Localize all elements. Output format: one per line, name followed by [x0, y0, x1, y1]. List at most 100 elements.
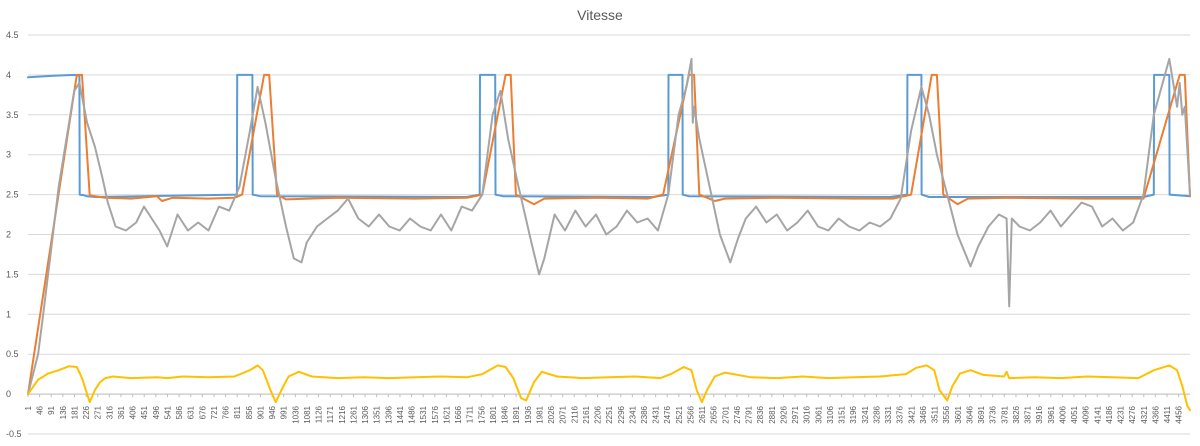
x-tick-label: 3016 [803, 405, 812, 423]
x-tick-label: 3286 [872, 405, 881, 423]
x-tick-label: 766 [222, 405, 231, 419]
x-tick-label: 1936 [524, 405, 533, 423]
x-tick-label: 1756 [477, 405, 486, 423]
x-tick-label: 721 [210, 405, 219, 419]
x-tick-label: 1351 [373, 405, 382, 423]
x-tick-label: 3736 [989, 405, 998, 423]
x-tick-label: 46 [36, 405, 45, 414]
x-tick-label: 2791 [745, 405, 754, 423]
x-tick-label: 1171 [326, 405, 335, 423]
x-tick-label: 4051 [1070, 405, 1079, 423]
x-tick-label: 856 [245, 405, 254, 419]
x-tick-label: 901 [256, 405, 265, 419]
x-tick-label: 2161 [582, 405, 591, 423]
x-tick-label: 2746 [733, 405, 742, 423]
x-tick-label: 2476 [663, 405, 672, 423]
x-tick-label: 4366 [1151, 405, 1160, 423]
x-tick-label: 2611 [698, 405, 707, 423]
x-tick-label: 1441 [396, 405, 405, 423]
x-tick-label: 2431 [652, 405, 661, 423]
x-tick-label: 3196 [849, 405, 858, 423]
x-tick-label: 3781 [1000, 405, 1009, 423]
y-tick-label: 4 [6, 70, 11, 80]
y-tick-label: 2 [6, 230, 11, 240]
x-tick-label: 3646 [965, 405, 974, 423]
y-tick-label: 3 [6, 150, 11, 160]
x-tick-label: 1981 [535, 405, 544, 423]
x-tick-label: 271 [94, 405, 103, 419]
x-tick-label: 3466 [919, 405, 928, 423]
y-tick-label: 1.5 [6, 269, 19, 279]
x-tick-label: 2881 [768, 405, 777, 423]
x-tick-label: 3601 [954, 405, 963, 423]
x-tick-label: 3556 [942, 405, 951, 423]
x-tick-label: 1396 [384, 405, 393, 423]
x-tick-label: 316 [105, 405, 114, 419]
x-axis-ticks: 1 46 91 136 181 226 271 316 361 406 451 496 541 586 63… [24, 394, 1184, 424]
x-tick-label: 3871 [1024, 405, 1033, 423]
x-tick-label: 3691 [977, 405, 986, 423]
y-tick-label: 0 [6, 389, 11, 399]
x-tick-label: 1531 [419, 405, 428, 423]
x-tick-label: 991 [280, 405, 289, 419]
x-tick-label: 1801 [489, 405, 498, 423]
x-tick-label: 2971 [791, 405, 800, 423]
x-tick-label: 1306 [361, 405, 370, 423]
x-tick-label: 3916 [1035, 405, 1044, 423]
x-tick-label: 4231 [1117, 405, 1126, 423]
x-tick-label: 4186 [1105, 405, 1114, 423]
x-tick-label: 946 [268, 405, 277, 419]
x-tick-label: 1 [24, 405, 33, 410]
x-tick-label: 586 [175, 405, 184, 419]
y-tick-label: -0.5 [6, 429, 22, 439]
x-tick-label: 3826 [1012, 405, 1021, 423]
gridlines [28, 34, 1190, 435]
x-tick-label: 181 [70, 405, 79, 419]
x-tick-label: 811 [233, 405, 242, 418]
x-tick-label: 3151 [838, 405, 847, 423]
x-tick-label: 676 [198, 405, 207, 419]
series-line-4 [27, 364, 1191, 412]
x-tick-label: 2071 [559, 405, 568, 423]
x-tick-label: 4096 [1082, 405, 1091, 423]
series-line-1 [27, 73, 1191, 198]
x-tick-label: 3106 [826, 405, 835, 423]
x-tick-label: 2926 [779, 405, 788, 423]
x-tick-label: 3241 [861, 405, 870, 423]
y-tick-label: 2.5 [6, 190, 19, 200]
x-tick-label: 2566 [686, 405, 695, 423]
series-line-3 [27, 57, 1191, 396]
x-tick-label: 1666 [454, 405, 463, 423]
x-tick-label: 226 [82, 405, 91, 419]
x-tick-label: 2206 [594, 405, 603, 423]
x-tick-label: 1486 [408, 405, 417, 423]
x-tick-label: 451 [140, 405, 149, 419]
x-tick-label: 1621 [442, 405, 451, 423]
x-tick-label: 1576 [431, 405, 440, 423]
x-tick-label: 91 [47, 405, 56, 414]
y-tick-label: 3.5 [6, 110, 19, 120]
y-axis-ticks: -0.5 0 0.5 1 1.5 2 2.5 3 3.5 4 4.5 [6, 30, 22, 439]
x-tick-label: 2116 [570, 405, 579, 423]
x-tick-label: 4141 [1093, 405, 1102, 423]
x-tick-label: 541 [163, 405, 172, 419]
x-tick-label: 4276 [1128, 405, 1137, 423]
x-tick-label: 361 [117, 405, 126, 419]
x-tick-label: 3331 [884, 405, 893, 423]
x-tick-label: 2251 [605, 405, 614, 423]
x-tick-label: 406 [129, 405, 138, 419]
x-tick-label: 1891 [512, 405, 521, 423]
x-tick-label: 1216 [338, 405, 347, 423]
x-tick-label: 2026 [547, 405, 556, 423]
x-tick-label: 2296 [617, 405, 626, 423]
series-lines [27, 57, 1191, 412]
x-tick-label: 2341 [628, 405, 637, 423]
x-tick-label: 3061 [814, 405, 823, 423]
x-tick-label: 1036 [291, 405, 300, 423]
x-tick-label: 2386 [640, 405, 649, 423]
x-tick-label: 631 [187, 405, 196, 419]
x-tick-label: 4321 [1140, 405, 1149, 423]
x-tick-label: 2836 [756, 405, 765, 423]
